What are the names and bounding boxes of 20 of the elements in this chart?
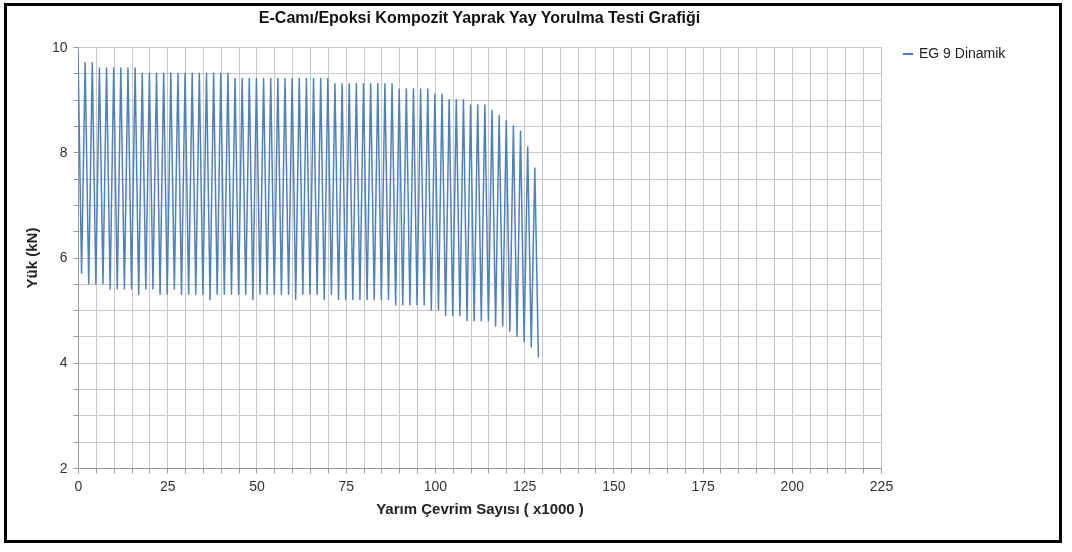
y-tick-label: 8 (59, 143, 68, 160)
x-tick-label: 175 (691, 477, 715, 494)
y-tick-label: 2 (59, 459, 68, 476)
x-tick-label: 50 (249, 477, 265, 494)
x-tick-label: 100 (423, 477, 448, 494)
x-tick-label: 225 (869, 477, 894, 494)
x-axis-title: Yarım Çevrim Sayısı ( x1000 ) (376, 499, 584, 517)
x-tick-label: 75 (338, 477, 355, 494)
x-tick-label: 150 (602, 477, 626, 494)
x-tick-label: 25 (159, 477, 176, 494)
line-series (78, 51, 540, 359)
y-tick-label: 6 (59, 249, 68, 265)
legend-label: EG 9 Dinamik (919, 45, 1007, 61)
x-tick-label: 0 (74, 477, 83, 494)
chart-title: E-Camı/Epoksi Kompozit Yaprak Yay Yorulma Testi Grafiği (258, 9, 701, 26)
y-axis-title: Yük (kN) (22, 227, 40, 289)
y-tick-label: 4 (59, 354, 68, 371)
x-tick-label: 200 (780, 477, 805, 494)
x-tick-label: 125 (512, 477, 537, 494)
y-tick-label: 10 (51, 38, 68, 55)
